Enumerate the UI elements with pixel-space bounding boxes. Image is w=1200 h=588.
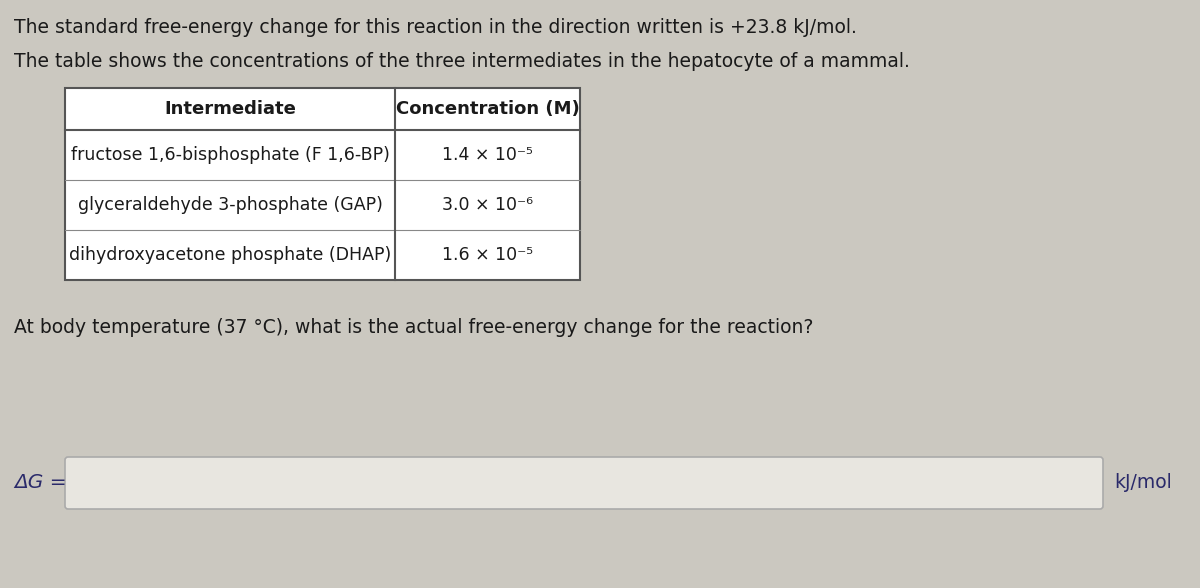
Text: At body temperature (37 °C), what is the actual free-energy change for the react: At body temperature (37 °C), what is the… xyxy=(14,318,814,337)
Text: Intermediate: Intermediate xyxy=(164,100,296,118)
Text: The standard free-energy change for this reaction in the direction written is +2: The standard free-energy change for this… xyxy=(14,18,857,37)
Text: 1.6 × 10⁻⁵: 1.6 × 10⁻⁵ xyxy=(442,246,533,264)
Text: dihydroxyacetone phosphate (DHAP): dihydroxyacetone phosphate (DHAP) xyxy=(68,246,391,264)
Text: Concentration (M): Concentration (M) xyxy=(396,100,580,118)
Text: ΔG =: ΔG = xyxy=(14,473,67,493)
Text: glyceraldehyde 3-phosphate (GAP): glyceraldehyde 3-phosphate (GAP) xyxy=(78,196,383,214)
Text: 1.4 × 10⁻⁵: 1.4 × 10⁻⁵ xyxy=(442,146,533,164)
FancyBboxPatch shape xyxy=(65,457,1103,509)
Text: kJ/mol: kJ/mol xyxy=(1114,473,1171,493)
Bar xyxy=(65,88,580,280)
Text: The table shows the concentrations of the three intermediates in the hepatocyte : The table shows the concentrations of th… xyxy=(14,52,910,71)
Text: 3.0 × 10⁻⁶: 3.0 × 10⁻⁶ xyxy=(442,196,533,214)
Text: fructose 1,6-bisphosphate (F 1,6-BP): fructose 1,6-bisphosphate (F 1,6-BP) xyxy=(71,146,390,164)
